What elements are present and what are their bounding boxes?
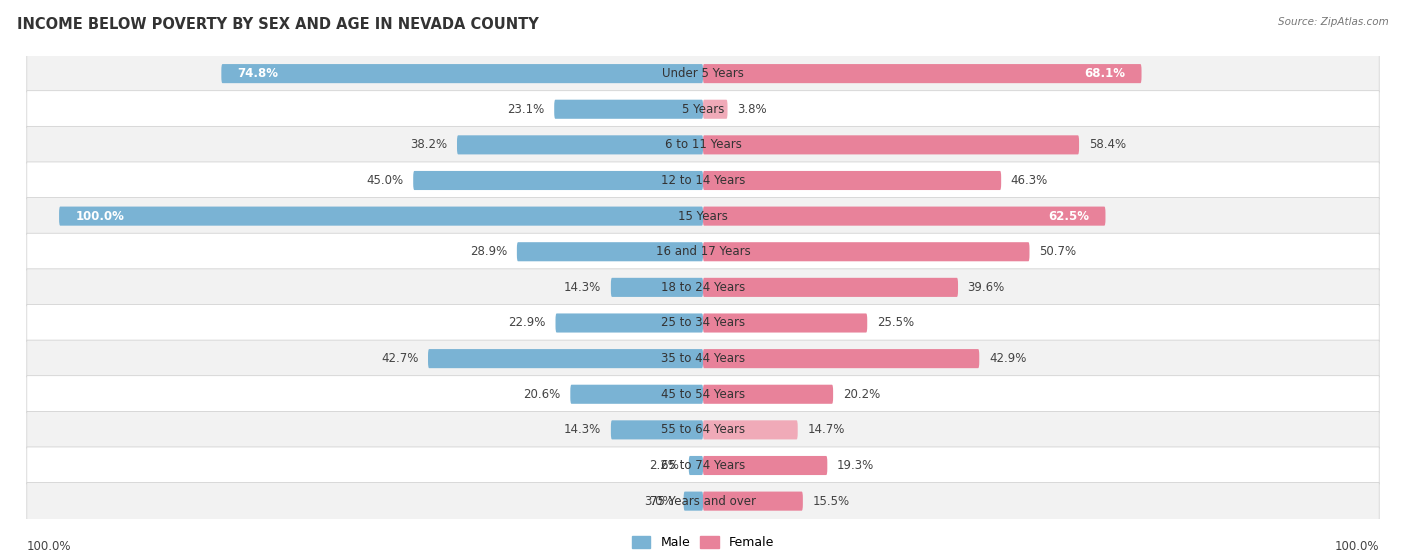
FancyBboxPatch shape — [554, 100, 703, 119]
FancyBboxPatch shape — [27, 340, 1379, 377]
Text: 42.7%: 42.7% — [381, 352, 419, 365]
Text: 100.0%: 100.0% — [76, 210, 124, 223]
FancyBboxPatch shape — [703, 384, 834, 404]
FancyBboxPatch shape — [703, 242, 1029, 261]
Text: 3.8%: 3.8% — [737, 103, 766, 116]
Text: 28.9%: 28.9% — [470, 246, 508, 258]
FancyBboxPatch shape — [703, 136, 1078, 155]
FancyBboxPatch shape — [683, 492, 703, 511]
Text: 3.0%: 3.0% — [644, 494, 673, 508]
Text: 100.0%: 100.0% — [27, 540, 72, 554]
Text: 35 to 44 Years: 35 to 44 Years — [661, 352, 745, 365]
Text: 75 Years and over: 75 Years and over — [650, 494, 756, 508]
FancyBboxPatch shape — [457, 136, 703, 155]
Text: 25 to 34 Years: 25 to 34 Years — [661, 316, 745, 329]
FancyBboxPatch shape — [427, 349, 703, 368]
Text: 23.1%: 23.1% — [508, 103, 544, 116]
FancyBboxPatch shape — [27, 91, 1379, 128]
Text: 18 to 24 Years: 18 to 24 Years — [661, 281, 745, 294]
Text: 12 to 14 Years: 12 to 14 Years — [661, 174, 745, 187]
FancyBboxPatch shape — [27, 55, 1379, 92]
Text: 2.2%: 2.2% — [650, 459, 679, 472]
Text: 38.2%: 38.2% — [411, 138, 447, 151]
Text: 62.5%: 62.5% — [1049, 210, 1090, 223]
FancyBboxPatch shape — [703, 206, 1105, 225]
Text: 15.5%: 15.5% — [813, 494, 849, 508]
FancyBboxPatch shape — [555, 314, 703, 333]
FancyBboxPatch shape — [703, 492, 803, 511]
FancyBboxPatch shape — [703, 64, 1142, 83]
Text: 22.9%: 22.9% — [509, 316, 546, 329]
FancyBboxPatch shape — [571, 384, 703, 404]
Text: 14.3%: 14.3% — [564, 424, 602, 436]
FancyBboxPatch shape — [703, 456, 827, 475]
FancyBboxPatch shape — [689, 456, 703, 475]
Text: Source: ZipAtlas.com: Source: ZipAtlas.com — [1278, 17, 1389, 27]
FancyBboxPatch shape — [610, 420, 703, 439]
FancyBboxPatch shape — [703, 420, 797, 439]
FancyBboxPatch shape — [517, 242, 703, 261]
Text: 50.7%: 50.7% — [1039, 246, 1076, 258]
FancyBboxPatch shape — [27, 162, 1379, 199]
Text: 20.6%: 20.6% — [523, 388, 561, 401]
Text: 20.2%: 20.2% — [842, 388, 880, 401]
Text: 25.5%: 25.5% — [877, 316, 914, 329]
FancyBboxPatch shape — [703, 349, 979, 368]
FancyBboxPatch shape — [59, 206, 703, 225]
Text: 19.3%: 19.3% — [837, 459, 875, 472]
Text: 39.6%: 39.6% — [967, 281, 1005, 294]
FancyBboxPatch shape — [27, 233, 1379, 270]
FancyBboxPatch shape — [610, 278, 703, 297]
Text: 74.8%: 74.8% — [238, 67, 278, 80]
FancyBboxPatch shape — [703, 278, 957, 297]
Text: 6 to 11 Years: 6 to 11 Years — [665, 138, 741, 151]
Text: 42.9%: 42.9% — [988, 352, 1026, 365]
FancyBboxPatch shape — [703, 314, 868, 333]
FancyBboxPatch shape — [27, 447, 1379, 484]
Text: Under 5 Years: Under 5 Years — [662, 67, 744, 80]
Text: 100.0%: 100.0% — [1334, 540, 1379, 554]
Text: 55 to 64 Years: 55 to 64 Years — [661, 424, 745, 436]
Text: 58.4%: 58.4% — [1088, 138, 1126, 151]
Text: 15 Years: 15 Years — [678, 210, 728, 223]
FancyBboxPatch shape — [703, 171, 1001, 190]
Text: 46.3%: 46.3% — [1011, 174, 1047, 187]
Text: 45.0%: 45.0% — [367, 174, 404, 187]
FancyBboxPatch shape — [221, 64, 703, 83]
Text: 68.1%: 68.1% — [1084, 67, 1125, 80]
Text: 16 and 17 Years: 16 and 17 Years — [655, 246, 751, 258]
FancyBboxPatch shape — [27, 305, 1379, 341]
FancyBboxPatch shape — [27, 411, 1379, 449]
Text: 65 to 74 Years: 65 to 74 Years — [661, 459, 745, 472]
FancyBboxPatch shape — [27, 376, 1379, 413]
Text: INCOME BELOW POVERTY BY SEX AND AGE IN NEVADA COUNTY: INCOME BELOW POVERTY BY SEX AND AGE IN N… — [17, 17, 538, 32]
Text: 5 Years: 5 Years — [682, 103, 724, 116]
FancyBboxPatch shape — [27, 483, 1379, 519]
FancyBboxPatch shape — [27, 198, 1379, 235]
Text: 45 to 54 Years: 45 to 54 Years — [661, 388, 745, 401]
Text: 14.3%: 14.3% — [564, 281, 602, 294]
FancyBboxPatch shape — [703, 100, 727, 119]
FancyBboxPatch shape — [27, 126, 1379, 163]
Text: 14.7%: 14.7% — [807, 424, 845, 436]
FancyBboxPatch shape — [413, 171, 703, 190]
Legend: Male, Female: Male, Female — [627, 531, 779, 554]
FancyBboxPatch shape — [27, 269, 1379, 306]
